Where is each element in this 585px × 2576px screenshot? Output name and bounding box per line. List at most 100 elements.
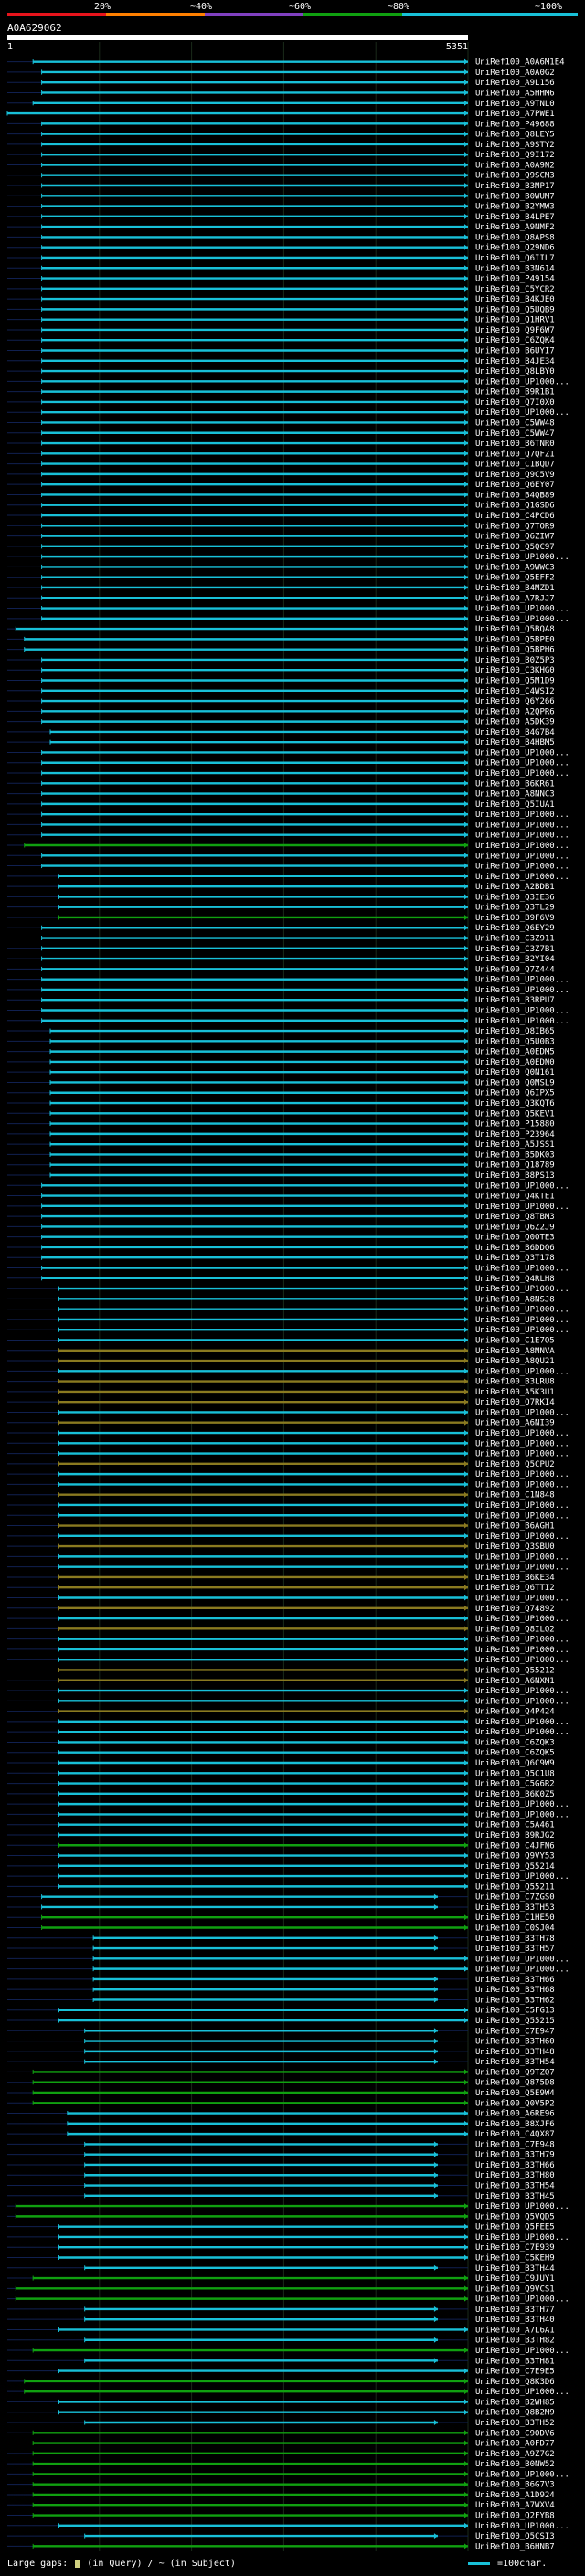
hit-label[interactable]: UniRef100_UP1000...	[475, 2388, 569, 2397]
hit-label[interactable]: UniRef100_C5G6R2	[475, 1780, 555, 1789]
hit-label[interactable]: UniRef100_A7WXV4	[475, 2501, 555, 2510]
hit-label[interactable]: UniRef100_UP1000...	[475, 1439, 569, 1448]
hit-label[interactable]: UniRef100_UP1000...	[475, 1367, 569, 1376]
hit-label[interactable]: UniRef100_UP1000...	[475, 1470, 569, 1479]
hit-label[interactable]: UniRef100_B3TH40	[475, 2316, 555, 2325]
hit-label[interactable]: UniRef100_A5DK39	[475, 718, 555, 727]
hit-label[interactable]: UniRef100_UP1000...	[475, 976, 569, 985]
hit-label[interactable]: UniRef100_P49154	[475, 275, 555, 284]
hit-label[interactable]: UniRef100_UP1000...	[475, 2233, 569, 2242]
hit-label[interactable]: UniRef100_A8MNVA	[475, 1347, 555, 1356]
hit-label[interactable]: UniRef100_Q9VY53	[475, 1852, 555, 1861]
hit-label[interactable]: UniRef100_Q875D8	[475, 2079, 555, 2088]
hit-label[interactable]: UniRef100_A2QPR6	[475, 707, 555, 716]
hit-label[interactable]: UniRef100_B3TH62	[475, 1996, 555, 2005]
hit-label[interactable]: UniRef100_C5WW48	[475, 419, 555, 428]
hit-label[interactable]: UniRef100_UP1000...	[475, 748, 569, 758]
hit-label[interactable]: UniRef100_A8NNC3	[475, 790, 555, 800]
hit-label[interactable]: UniRef100_Q5BPE0	[475, 635, 555, 644]
hit-label[interactable]: UniRef100_B4QB89	[475, 491, 555, 500]
hit-label[interactable]: UniRef100_Q8IB65	[475, 1027, 555, 1036]
hit-label[interactable]: UniRef100_Q9I172	[475, 151, 555, 160]
hit-label[interactable]: UniRef100_C5YCR2	[475, 285, 555, 294]
hit-label[interactable]: UniRef100_UP1000...	[475, 1429, 569, 1438]
hit-label[interactable]: UniRef100_Q3TL29	[475, 904, 555, 913]
hit-label[interactable]: UniRef100_Q5KEV1	[475, 1109, 555, 1118]
hit-label[interactable]: UniRef100_C1E7O5	[475, 1336, 555, 1345]
hit-label[interactable]: UniRef100_UP1000...	[475, 1326, 569, 1335]
hit-label[interactable]: UniRef100_B9RJG2	[475, 1831, 555, 1840]
hit-label[interactable]: UniRef100_UP1000...	[475, 1182, 569, 1191]
hit-label[interactable]: UniRef100_B3TH54	[475, 2058, 555, 2067]
hit-label[interactable]: UniRef100_P15880	[475, 1120, 555, 1129]
hit-label[interactable]: UniRef100_UP1000...	[475, 1728, 569, 1737]
hit-label[interactable]: UniRef100_B4KJE0	[475, 295, 555, 304]
hit-label[interactable]: UniRef100_UP1000...	[475, 553, 569, 562]
hit-label[interactable]: UniRef100_C6ZQK3	[475, 1738, 555, 1747]
hit-label[interactable]: UniRef100_Q4P424	[475, 1708, 555, 1717]
hit-label[interactable]: UniRef100_Q9C5V9	[475, 471, 555, 480]
hit-label[interactable]: UniRef100_Q8TBM3	[475, 1213, 555, 1222]
hit-label[interactable]: UniRef100_UP1000...	[475, 842, 569, 851]
hit-label[interactable]: UniRef100_A8QU21	[475, 1357, 555, 1366]
hit-label[interactable]: UniRef100_A9STY2	[475, 141, 555, 150]
hit-label[interactable]: UniRef100_Q55215	[475, 2017, 555, 2026]
hit-label[interactable]: UniRef100_B8PS13	[475, 1171, 555, 1181]
hit-label[interactable]: UniRef100_B3TH44	[475, 2264, 555, 2274]
hit-label[interactable]: UniRef100_A5HHM6	[475, 89, 555, 98]
hit-label[interactable]: UniRef100_Q5CSI3	[475, 2532, 555, 2541]
hit-label[interactable]: UniRef100_A0A0G2	[475, 69, 555, 78]
hit-label[interactable]: UniRef100_UP1000...	[475, 759, 569, 769]
hit-label[interactable]: UniRef100_Q9SCM3	[475, 172, 555, 181]
hit-label[interactable]: UniRef100_A0FD77	[475, 2440, 555, 2449]
hit-label[interactable]: UniRef100_Q55211	[475, 1882, 555, 1892]
hit-label[interactable]: UniRef100_UP1000...	[475, 1532, 569, 1542]
hit-label[interactable]: UniRef100_A9TNL0	[475, 100, 555, 109]
hit-label[interactable]: UniRef100_A0EDN0	[475, 1058, 555, 1067]
hit-label[interactable]: UniRef100_UP1000...	[475, 986, 569, 995]
hit-label[interactable]: UniRef100_B3TH81	[475, 2357, 555, 2366]
hit-label[interactable]: UniRef100_B3TH68	[475, 1986, 555, 1995]
hit-label[interactable]: UniRef100_Q9TZQ7	[475, 2068, 555, 2077]
hit-label[interactable]: UniRef100_Q4KTE1	[475, 1193, 555, 1202]
hit-label[interactable]: UniRef100_UP1000...	[475, 1872, 569, 1882]
hit-label[interactable]: UniRef100_A0EDM5	[475, 1048, 555, 1057]
hit-label[interactable]: UniRef100_B6HNB7	[475, 2542, 555, 2551]
hit-label[interactable]: UniRef100_B3TH78	[475, 1935, 555, 1944]
hit-label[interactable]: UniRef100_Q1GSD6	[475, 502, 555, 511]
hit-label[interactable]: UniRef100_UP1000...	[475, 1564, 569, 1573]
hit-label[interactable]: UniRef100_C5KEH9	[475, 2253, 555, 2263]
hit-label[interactable]: UniRef100_Q6EY07	[475, 481, 555, 490]
hit-label[interactable]: UniRef100_A8NSJ8	[475, 1295, 555, 1304]
hit-label[interactable]: UniRef100_Q55214	[475, 1862, 555, 1871]
hit-label[interactable]: UniRef100_Q1HRV1	[475, 316, 555, 325]
hit-label[interactable]: UniRef100_B4G7B4	[475, 728, 555, 737]
hit-label[interactable]: UniRef100_C4PCD6	[475, 512, 555, 521]
hit-label[interactable]: UniRef100_C3Z911	[475, 935, 555, 944]
hit-label[interactable]: UniRef100_C7E939	[475, 2243, 555, 2253]
hit-label[interactable]: UniRef100_Q8B2M9	[475, 2409, 555, 2418]
hit-label[interactable]: UniRef100_Q6Y266	[475, 697, 555, 706]
hit-label[interactable]: UniRef100_A5JSS1	[475, 1140, 555, 1150]
hit-label[interactable]: UniRef100_Q5FEE5	[475, 2223, 555, 2232]
hit-label[interactable]: UniRef100_UP1000...	[475, 1408, 569, 1417]
hit-label[interactable]: UniRef100_Q18789	[475, 1161, 555, 1171]
hit-label[interactable]: UniRef100_Q2FYB8	[475, 2512, 555, 2521]
hit-label[interactable]: UniRef100_B6DDQ6	[475, 1244, 555, 1253]
hit-label[interactable]: UniRef100_C1HE50	[475, 1913, 555, 1923]
hit-label[interactable]: UniRef100_UP1000...	[475, 1501, 569, 1511]
hit-label[interactable]: UniRef100_C6ZQK4	[475, 336, 555, 345]
hit-label[interactable]: UniRef100_B6KE34	[475, 1574, 555, 1583]
hit-label[interactable]: UniRef100_Q5EFF2	[475, 574, 555, 583]
hit-label[interactable]: UniRef100_Q7TOR9	[475, 522, 555, 531]
hit-label[interactable]: UniRef100_A0A9N2	[475, 161, 555, 170]
hit-label[interactable]: UniRef100_Q5IUA1	[475, 800, 555, 810]
hit-label[interactable]: UniRef100_B0WUM7	[475, 192, 555, 201]
hit-label[interactable]: UniRef100_A6NXM1	[475, 1677, 555, 1686]
hit-label[interactable]: UniRef100_A0A6M1E4	[475, 58, 565, 68]
hit-label[interactable]: UniRef100_UP1000...	[475, 1316, 569, 1325]
hit-label[interactable]: UniRef100_C1BQD7	[475, 461, 555, 470]
hit-label[interactable]: UniRef100_Q3KQT6	[475, 1099, 555, 1108]
hit-label[interactable]: UniRef100_C3Z7B1	[475, 945, 555, 954]
hit-label[interactable]: UniRef100_UP1000...	[475, 2522, 569, 2531]
